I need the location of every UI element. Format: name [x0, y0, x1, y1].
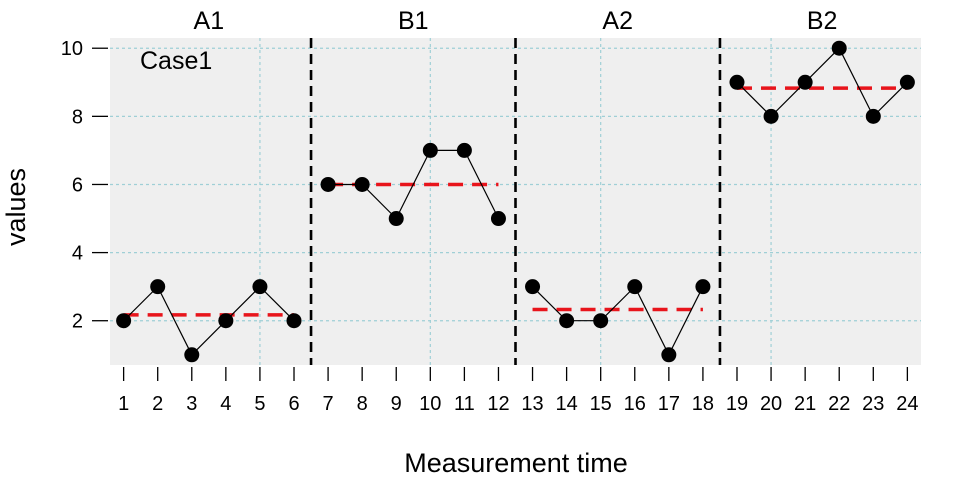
phase-label-a2: A2 [602, 7, 633, 35]
y-axis-title: values [1, 168, 31, 246]
data-point-6 [286, 313, 302, 329]
y-tick-label-2: 6 [72, 174, 83, 196]
data-point-4 [218, 313, 234, 329]
x-tick-label-7: 7 [323, 393, 334, 415]
data-series [116, 40, 915, 363]
phase-label-b1: B1 [398, 7, 429, 35]
data-point-12 [490, 211, 506, 227]
data-point-7 [320, 176, 336, 192]
y-axis: 2 4 6 8 10 [61, 38, 108, 333]
x-axis: 1 2 3 4 5 6 7 8 9 10 11 12 13 14 15 16 17 18 19 20 21 22 23 24 [118, 367, 918, 415]
x-tick-label-2: 2 [152, 393, 163, 415]
y-tick-label-3: 8 [72, 106, 83, 128]
data-point-9 [388, 211, 404, 227]
data-point-10 [422, 142, 438, 158]
x-tick-label-8: 8 [357, 393, 368, 415]
data-point-16 [627, 279, 643, 295]
data-point-13 [525, 279, 541, 295]
series-line-b2 [736, 47, 908, 118]
data-point-1 [116, 313, 132, 329]
data-point-15 [593, 313, 609, 329]
x-tick-label-9: 9 [391, 393, 402, 415]
x-tick-label-5: 5 [254, 393, 265, 415]
data-point-14 [559, 313, 575, 329]
x-tick-label-17: 17 [658, 393, 680, 415]
y-tick-label-1: 4 [72, 243, 83, 265]
data-point-17 [661, 347, 677, 363]
y-tick-label-0: 2 [72, 311, 83, 333]
grid-lines [110, 38, 921, 365]
x-tick-label-14: 14 [555, 393, 577, 415]
x-tick-label-6: 6 [288, 393, 299, 415]
phase-boundaries [309, 38, 722, 365]
x-tick-label-19: 19 [726, 393, 748, 415]
data-point-23 [865, 108, 881, 124]
data-point-18 [695, 279, 711, 295]
phase-label-b2: B2 [807, 7, 838, 35]
data-point-19 [729, 74, 745, 90]
data-point-3 [184, 347, 200, 363]
data-point-2 [150, 279, 166, 295]
phase-labels: A1 B1 A2 B2 [194, 7, 838, 35]
data-point-24 [899, 74, 915, 90]
data-point-5 [252, 279, 268, 295]
case-label: Case1 [140, 47, 212, 75]
x-tick-label-23: 23 [862, 393, 884, 415]
x-tick-label-10: 10 [419, 393, 441, 415]
data-point-21 [797, 74, 813, 90]
data-point-20 [763, 108, 779, 124]
x-tick-label-16: 16 [624, 393, 646, 415]
x-tick-label-13: 13 [521, 393, 543, 415]
x-tick-label-20: 20 [760, 393, 782, 415]
x-tick-label-21: 21 [794, 393, 816, 415]
x-tick-label-15: 15 [590, 393, 612, 415]
series-line-a2 [532, 285, 704, 357]
data-point-8 [354, 176, 370, 192]
x-tick-label-18: 18 [692, 393, 714, 415]
x-tick-label-24: 24 [896, 393, 918, 415]
x-tick-label-1: 1 [118, 393, 129, 415]
x-tick-label-4: 4 [220, 393, 231, 415]
x-tick-label-3: 3 [186, 393, 197, 415]
x-axis-title: Measurement time [404, 448, 628, 478]
data-point-11 [456, 142, 472, 158]
x-tick-label-11: 11 [454, 393, 475, 415]
data-point-22 [831, 40, 847, 56]
series-line-a1 [123, 285, 295, 356]
phase-label-a1: A1 [194, 7, 225, 35]
x-tick-label-22: 22 [828, 393, 850, 415]
y-tick-label-4: 10 [61, 38, 83, 60]
x-tick-label-12: 12 [487, 393, 509, 415]
